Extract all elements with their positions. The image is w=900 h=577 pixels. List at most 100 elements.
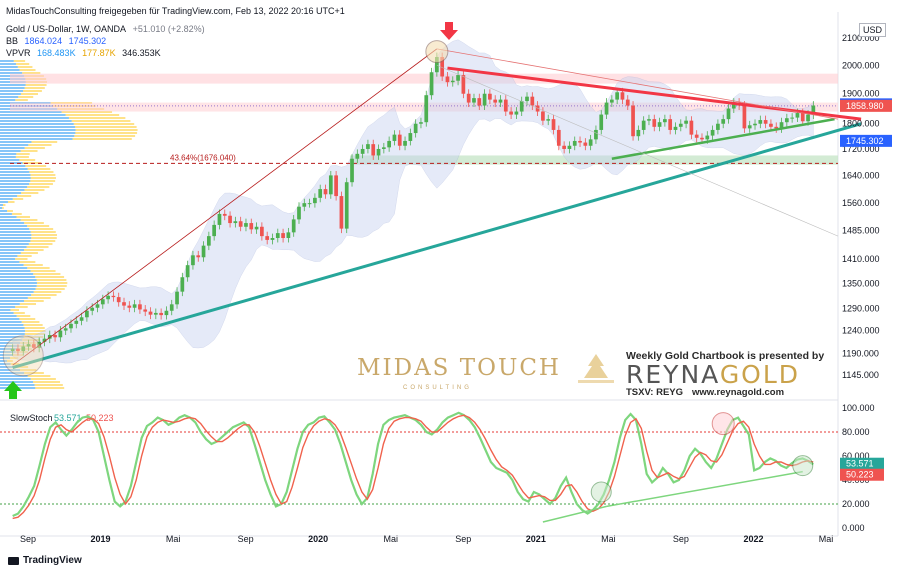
price-tick-label: 2100.000 [842,33,880,43]
candle-body [482,93,487,106]
vpvr-up-bar [0,384,35,386]
vpvr-up-bar [0,165,26,167]
vpvr-legend: VPVR 168.483K 177.87K 346.353K [6,48,165,58]
vpvr-up-bar [0,216,17,218]
candle-body [164,310,169,316]
vpvr-down-bar [73,123,135,125]
candle-body [721,119,726,124]
vpvr-up-bar [0,177,31,179]
candle-body [16,348,20,352]
candle-body [58,330,63,338]
vpvr-up-bar [0,327,25,329]
price-tick-label: 1350.000 [842,278,880,288]
vpvr-down-bar [30,231,56,233]
vpvr-down-bar [15,156,29,158]
candle-body [705,135,710,140]
candle-body [779,122,784,129]
vpvr-up-bar [0,153,17,155]
midas-touch-logo: MIDAS TOUCH [357,355,561,381]
vpvr-up-bar [0,144,29,146]
candle-body [360,148,365,154]
vpvr-up-bar [0,294,32,296]
candle-body [381,147,386,149]
vpvr-up-bar [0,306,16,308]
candle-body [488,93,492,100]
vpvr-up-bar [0,249,24,251]
chartbook-promo: Weekly Gold Chartbook is presented by [626,350,825,362]
vpvr-down-bar [33,381,61,383]
stoch-d-legend: 50.223 [86,413,114,423]
vpvr-up-bar [0,300,25,302]
vpvr-down-bar [18,96,34,98]
vpvr-down-bar [24,300,44,302]
vpvr-up-bar [0,72,23,74]
vpvr-up-bar [0,342,21,344]
price-tick-label: 2000.000 [842,60,880,70]
candle-body [85,310,89,318]
reynagold-logo: REYNAGOLD [626,360,800,389]
vpvr-up-bar [0,90,24,92]
website-link[interactable]: www.reynagold.com [692,387,785,398]
vpvr-down-bar [7,201,15,203]
candle-body [742,105,747,129]
vpvr-down-bar [15,99,28,101]
vpvr-up-bar [0,291,34,293]
candle-body [371,144,376,156]
candle-body [366,144,370,149]
candle-body [127,305,132,308]
vpvr-down-bar [27,375,51,377]
vpvr-down-bar [37,282,68,284]
vpvr-down-bar [19,261,36,263]
vpvr-up-bar [0,258,16,260]
candle-body [291,219,296,233]
vpvr-up-bar [0,195,18,197]
vpvr-up-bar [0,174,31,176]
vpvr-up-bar [0,201,8,203]
candle-body [196,255,201,258]
candle-body [498,99,503,103]
candle-body [424,95,429,123]
vpvr-up-bar [0,345,20,347]
vpvr-down-value: 177.87K [82,48,116,58]
vpvr-down-bar [23,264,43,266]
vpvr-up-bar [0,357,11,359]
vpvr-up-bar [0,375,28,377]
vpvr-up-bar [0,243,29,245]
candle-body [472,98,476,103]
up-arrow-icon [4,381,22,399]
vpvr-up-bar [0,354,13,356]
candle-body [769,123,773,127]
stoch-tick-label: 80.000 [842,427,870,437]
vpvr-down-bar [7,360,13,362]
vpvr-down-bar [61,111,113,113]
currency-label[interactable]: USD [859,23,887,37]
tradingview-logo[interactable]: TradingView [8,555,82,566]
candle-body [392,134,397,141]
vpvr-down-bar [10,363,20,365]
candle-body [599,114,604,130]
candle-body [716,123,720,130]
candle-body [562,145,566,149]
candle-body [668,119,673,130]
vpvr-up-bar [0,252,21,254]
candle-body [79,317,84,321]
vpvr-up-bar [0,315,17,317]
time-tick-label: Sep [673,534,689,544]
vpvr-up-bar [0,234,32,236]
vpvr-down-bar [35,276,65,278]
vpvr-down-bar [17,195,32,197]
candle-body [747,125,752,129]
vpvr-down-bar [25,165,47,167]
candle-body [138,304,142,310]
candle-body [323,189,328,195]
candle-body [148,311,153,315]
vpvr-down-bar [21,321,40,323]
candle-body [201,245,206,258]
vpvr-down-bar [15,306,28,308]
vpvr-down-bar [31,294,57,296]
price-tick-label: 1145.000 [842,370,879,380]
vpvr-up-bar [0,84,26,86]
candle-body [281,233,285,239]
rising-trendline [611,117,835,160]
